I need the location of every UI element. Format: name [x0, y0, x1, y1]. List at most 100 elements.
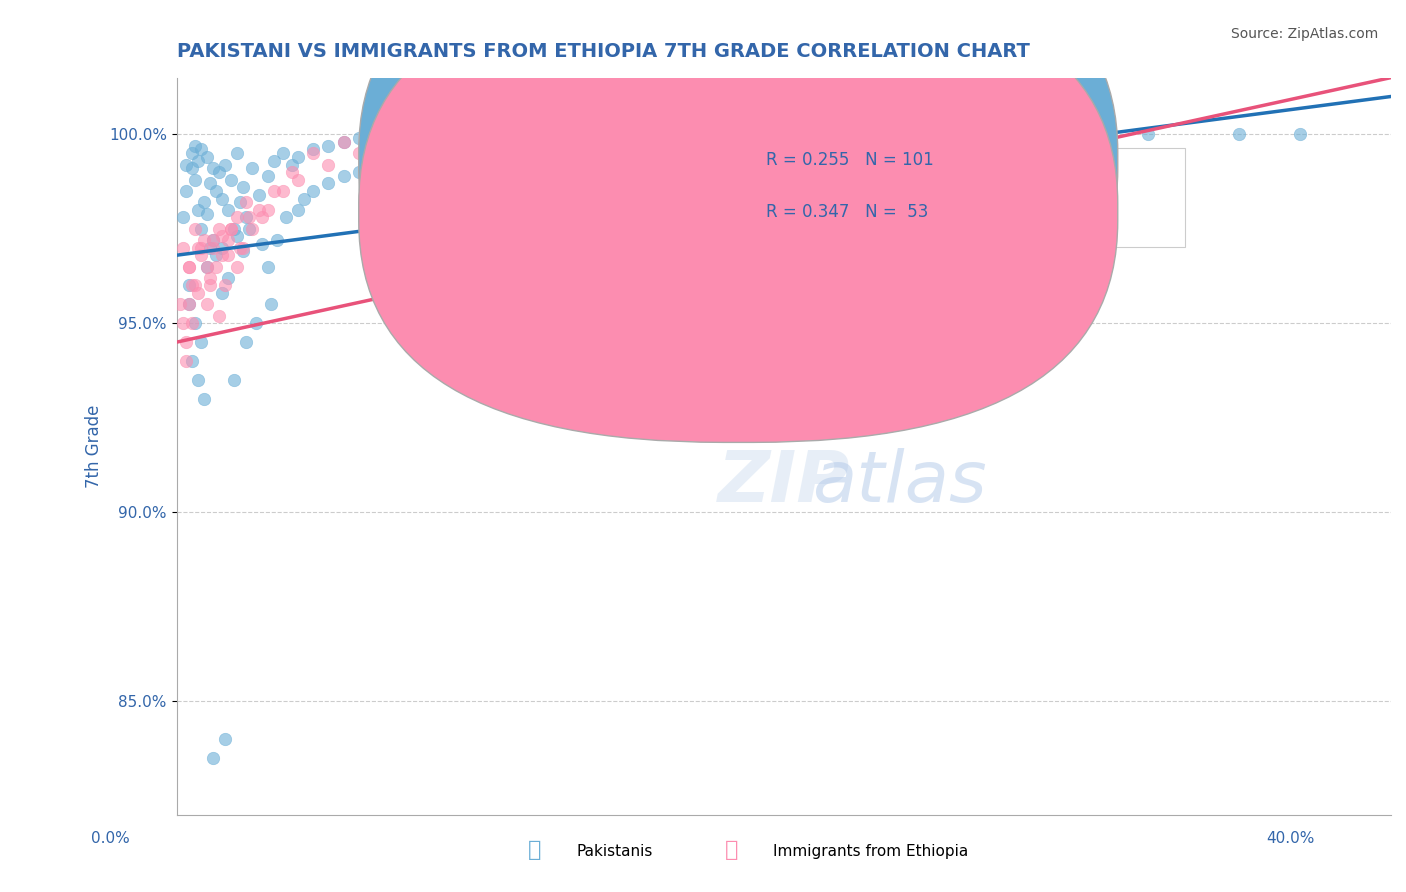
Point	[208, 165, 231, 179]
Point	[193, 233, 215, 247]
Point	[180, 278, 202, 293]
Point	[454, 138, 477, 153]
Point	[217, 248, 239, 262]
Point	[208, 221, 231, 235]
Point	[378, 128, 401, 142]
Point	[332, 135, 354, 149]
Point	[226, 260, 249, 274]
Point	[1076, 128, 1098, 142]
Point	[302, 142, 325, 156]
Point	[302, 146, 325, 161]
Point	[439, 128, 461, 142]
Point	[250, 211, 273, 225]
Point	[347, 146, 370, 161]
Point	[281, 157, 304, 171]
Point	[174, 157, 197, 171]
Point	[211, 248, 233, 262]
FancyBboxPatch shape	[359, 0, 1118, 442]
Point	[318, 157, 340, 171]
Text: R = 0.347   N =  53: R = 0.347 N = 53	[766, 202, 928, 220]
Point	[180, 316, 202, 330]
Point	[256, 260, 278, 274]
Point	[217, 202, 239, 217]
Point	[271, 184, 294, 198]
Point	[193, 392, 215, 406]
Point	[224, 221, 246, 235]
Text: Immigrants from Ethiopia: Immigrants from Ethiopia	[773, 845, 969, 859]
Point	[318, 177, 340, 191]
Point	[177, 297, 200, 311]
Point	[1227, 128, 1250, 142]
Point	[184, 316, 207, 330]
Point	[347, 131, 370, 145]
Point	[226, 229, 249, 244]
Text: Source: ZipAtlas.com: Source: ZipAtlas.com	[1230, 27, 1378, 41]
Point	[198, 271, 221, 285]
Text: 40.0%: 40.0%	[1267, 831, 1315, 846]
Point	[190, 335, 212, 350]
Point	[177, 297, 200, 311]
Point	[177, 260, 200, 274]
Point	[190, 248, 212, 262]
Point	[620, 128, 643, 142]
Point	[682, 128, 704, 142]
Point	[332, 135, 354, 149]
Point	[247, 187, 270, 202]
Point	[287, 202, 309, 217]
Point	[180, 161, 202, 176]
Point	[772, 128, 794, 142]
Point	[205, 184, 228, 198]
Point	[180, 146, 202, 161]
Point	[287, 172, 309, 186]
Point	[187, 285, 209, 300]
Point	[232, 241, 254, 255]
Point	[217, 271, 239, 285]
Point	[318, 138, 340, 153]
Point	[266, 233, 288, 247]
Text: ZIP: ZIP	[717, 449, 849, 517]
Point	[484, 135, 506, 149]
Point	[1289, 128, 1312, 142]
Point	[232, 180, 254, 194]
Point	[211, 229, 233, 244]
Point	[499, 131, 522, 145]
Point	[202, 161, 225, 176]
Point	[172, 316, 194, 330]
Point	[226, 146, 249, 161]
Point	[219, 221, 242, 235]
Point	[242, 221, 264, 235]
Point	[174, 335, 197, 350]
Point	[591, 128, 613, 142]
Point	[1046, 128, 1069, 142]
Point	[184, 138, 207, 153]
Point	[180, 354, 202, 368]
Point	[211, 241, 233, 255]
Point	[190, 241, 212, 255]
Point	[651, 128, 673, 142]
Point	[190, 221, 212, 235]
Point	[1137, 128, 1160, 142]
Point	[172, 241, 194, 255]
Point	[803, 128, 825, 142]
Point	[202, 241, 225, 255]
Text: PAKISTANI VS IMMIGRANTS FROM ETHIOPIA 7TH GRADE CORRELATION CHART: PAKISTANI VS IMMIGRANTS FROM ETHIOPIA 7T…	[177, 42, 1029, 61]
Text: R = 0.255   N = 101: R = 0.255 N = 101	[766, 151, 934, 169]
Text: ⬜: ⬜	[527, 840, 541, 860]
Point	[711, 128, 734, 142]
Point	[195, 260, 218, 274]
Point	[205, 260, 228, 274]
Text: atlas: atlas	[811, 449, 987, 517]
Point	[955, 128, 977, 142]
Point	[238, 211, 260, 225]
Point	[198, 241, 221, 255]
Point	[187, 373, 209, 387]
Point	[235, 195, 257, 210]
Point	[834, 128, 856, 142]
Point	[219, 172, 242, 186]
Point	[187, 202, 209, 217]
Point	[198, 278, 221, 293]
Point	[229, 241, 252, 255]
Point	[205, 248, 228, 262]
Point	[177, 260, 200, 274]
Point	[214, 731, 236, 746]
